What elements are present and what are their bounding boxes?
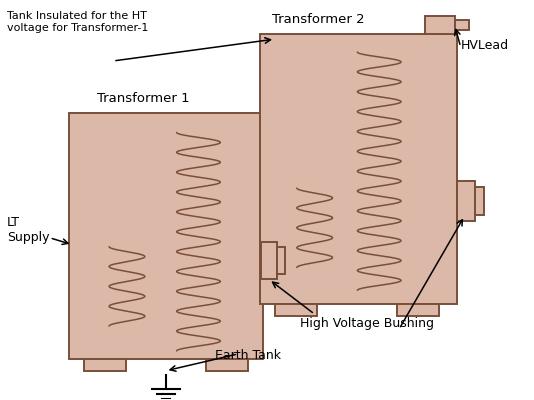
Text: Tank Insulated for the HT
voltage for Transformer-1: Tank Insulated for the HT voltage for Tr… xyxy=(7,11,148,33)
Text: LT
Supply: LT Supply xyxy=(7,216,49,244)
Text: Transformer 1: Transformer 1 xyxy=(97,92,190,105)
Bar xyxy=(207,359,248,371)
Bar xyxy=(84,359,126,371)
Bar xyxy=(277,247,285,274)
Bar xyxy=(425,16,454,34)
Bar xyxy=(457,181,475,221)
Bar xyxy=(261,242,277,280)
Bar xyxy=(69,113,263,359)
Bar xyxy=(397,304,439,316)
Text: High Voltage Bushing: High Voltage Bushing xyxy=(300,317,434,330)
Text: Earth Tank: Earth Tank xyxy=(215,349,281,362)
Bar xyxy=(475,187,484,215)
Text: Transformer 2: Transformer 2 xyxy=(272,13,365,26)
Bar xyxy=(275,304,317,316)
Bar xyxy=(454,20,469,30)
Text: HVLead: HVLead xyxy=(461,38,509,52)
Bar xyxy=(260,34,457,304)
